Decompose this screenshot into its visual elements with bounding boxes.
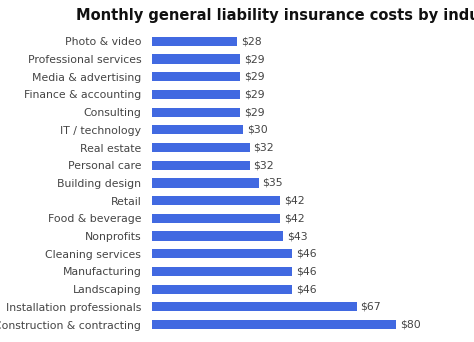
Text: $46: $46 [296, 266, 317, 276]
Bar [152, 90, 240, 99]
Text: $35: $35 [263, 178, 283, 188]
Text: $32: $32 [253, 160, 274, 170]
Bar [152, 179, 259, 187]
Text: $46: $46 [296, 284, 317, 294]
Text: $29: $29 [244, 72, 264, 82]
Bar [152, 320, 396, 329]
Text: $29: $29 [244, 107, 264, 117]
Text: $46: $46 [296, 249, 317, 259]
Text: $30: $30 [247, 125, 268, 135]
Bar [152, 37, 237, 46]
Bar [152, 302, 356, 312]
Bar [152, 108, 240, 117]
Text: $67: $67 [360, 302, 381, 312]
Bar [152, 125, 244, 134]
Bar [152, 54, 240, 64]
Bar [152, 72, 240, 81]
Text: $80: $80 [400, 319, 421, 330]
Bar [152, 196, 280, 205]
Bar [152, 285, 292, 294]
Text: $32: $32 [253, 143, 274, 153]
Bar [152, 143, 249, 152]
Bar [152, 267, 292, 276]
Title: Monthly general liability insurance costs by industry: Monthly general liability insurance cost… [76, 8, 474, 23]
Text: $42: $42 [284, 196, 304, 206]
Text: $28: $28 [241, 36, 262, 47]
Bar [152, 249, 292, 258]
Text: $29: $29 [244, 54, 264, 64]
Bar [152, 214, 280, 223]
Bar [152, 232, 283, 241]
Text: $29: $29 [244, 90, 264, 100]
Text: $43: $43 [287, 231, 308, 241]
Bar [152, 161, 249, 170]
Text: $42: $42 [284, 213, 304, 223]
